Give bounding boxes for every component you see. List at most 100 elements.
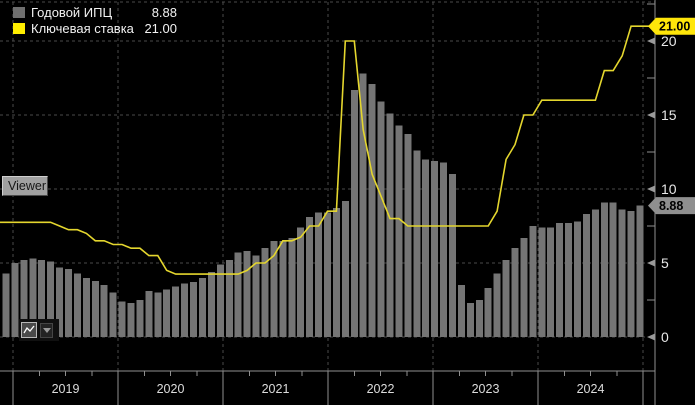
legend-item-key-rate[interactable]: Ключевая ставка 21.00 bbox=[13, 20, 177, 36]
cpi-bar bbox=[636, 205, 644, 337]
y-tick-arrow bbox=[647, 333, 655, 341]
cpi-bar bbox=[252, 255, 260, 337]
cpi-bar bbox=[404, 134, 412, 337]
cpi-bar bbox=[600, 202, 608, 337]
year-label: 2023 bbox=[472, 382, 500, 396]
cpi-bar bbox=[511, 248, 519, 337]
cpi-bar bbox=[413, 150, 421, 337]
cpi-series-swatch bbox=[13, 6, 25, 18]
cpi-bar bbox=[591, 209, 599, 337]
year-label: 2022 bbox=[367, 382, 395, 396]
year-label: 2019 bbox=[52, 382, 80, 396]
cpi-bar bbox=[65, 268, 73, 337]
cpi-bar bbox=[306, 217, 314, 337]
cpi-bar bbox=[475, 300, 483, 337]
y-tick-arrow bbox=[647, 259, 655, 267]
cpi-bar bbox=[181, 283, 189, 337]
cpi-bar bbox=[243, 251, 251, 337]
cpi-bar bbox=[359, 73, 367, 337]
cpi-bar-series bbox=[2, 73, 644, 338]
cpi-bar bbox=[73, 273, 81, 337]
cpi-bar bbox=[207, 271, 215, 337]
cpi-bar bbox=[56, 267, 64, 337]
cpi-bar bbox=[190, 282, 198, 337]
cpi-bar bbox=[172, 286, 180, 337]
cpi-bar bbox=[529, 226, 537, 337]
cpi-bar bbox=[29, 258, 37, 337]
cpi-bar bbox=[145, 291, 153, 337]
y-tick-arrow bbox=[647, 37, 655, 45]
chart-tools-panel bbox=[19, 319, 59, 341]
cpi-bar bbox=[279, 240, 287, 337]
cpi-bar bbox=[136, 300, 144, 337]
cpi-bar bbox=[377, 101, 385, 338]
key-rate-series-value: 21.00 bbox=[144, 20, 177, 36]
key-rate-series-swatch bbox=[13, 22, 25, 34]
cpi-bar bbox=[440, 162, 448, 337]
x-axis-labels: 2019 2020 2021 2022 2023 2024 bbox=[52, 382, 605, 396]
cpi-series-label: Годовой ИПЦ bbox=[31, 4, 113, 20]
y-axis-labels: 0 5 10 15 20 bbox=[647, 33, 677, 345]
cpi-bar bbox=[368, 83, 376, 337]
line-chart-icon bbox=[23, 325, 35, 334]
year-label: 2020 bbox=[157, 382, 185, 396]
rate-value-badge: 21.00 bbox=[648, 17, 695, 35]
cpi-bar bbox=[198, 277, 206, 337]
cpi-bar bbox=[547, 227, 555, 337]
cpi-bar bbox=[609, 202, 617, 337]
cpi-bar bbox=[323, 212, 331, 337]
cpi-bar bbox=[297, 227, 305, 337]
cpi-bar bbox=[38, 260, 46, 337]
cpi-value-badge: 8.88 bbox=[648, 197, 695, 215]
cpi-bar bbox=[82, 277, 90, 337]
key-rate-series-label: Ключевая ставка bbox=[31, 20, 134, 36]
chart-type-button[interactable] bbox=[21, 322, 37, 338]
cpi-bar bbox=[234, 252, 242, 337]
cpi-bar bbox=[466, 302, 474, 337]
cpi-bar bbox=[332, 208, 340, 337]
cpi-bar bbox=[350, 89, 358, 337]
year-label: 2024 bbox=[577, 382, 605, 396]
cpi-bar bbox=[163, 289, 171, 337]
cpi-bar bbox=[618, 209, 626, 337]
cpi-bar bbox=[47, 261, 55, 337]
cpi-bar bbox=[520, 237, 528, 337]
cpi-bar bbox=[341, 200, 349, 337]
cpi-bar bbox=[422, 159, 430, 337]
cpi-bar bbox=[100, 285, 108, 337]
y-tick-label: 5 bbox=[661, 255, 669, 271]
y-tick-arrow bbox=[647, 185, 655, 193]
chart-type-dropdown-button[interactable] bbox=[40, 322, 53, 338]
cpi-bar bbox=[565, 223, 573, 337]
chart-legend: Годовой ИПЦ 8.88 Ключевая ставка 21.00 bbox=[13, 4, 177, 36]
cpi-bar bbox=[574, 221, 582, 337]
cpi-bar bbox=[484, 288, 492, 337]
cpi-bar bbox=[154, 292, 162, 337]
viewer-tab[interactable]: Viewer bbox=[2, 176, 48, 196]
cpi-bar bbox=[627, 211, 635, 337]
cpi-bar bbox=[20, 260, 28, 337]
cpi-bar bbox=[315, 212, 323, 337]
y-tick-label: 0 bbox=[661, 329, 669, 345]
cpi-bar bbox=[11, 263, 19, 337]
y-tick-arrow bbox=[647, 111, 655, 119]
y-tick-label: 20 bbox=[661, 33, 677, 49]
cpi-bar bbox=[386, 113, 394, 338]
cpi-bar bbox=[502, 260, 510, 337]
cpi-bar bbox=[216, 264, 224, 337]
cpi-bar bbox=[127, 302, 135, 337]
cpi-bar bbox=[91, 280, 99, 337]
cpi-bar bbox=[538, 227, 546, 337]
cpi-series-value: 8.88 bbox=[151, 4, 177, 20]
legend-item-cpi[interactable]: Годовой ИПЦ 8.88 bbox=[13, 4, 177, 20]
cpi-bar bbox=[109, 292, 117, 337]
year-label: 2021 bbox=[262, 382, 290, 396]
cpi-value-badge-text: 8.88 bbox=[659, 199, 683, 213]
key-rate-line bbox=[0, 25, 649, 275]
cpi-bar bbox=[582, 214, 590, 337]
cpi-bar bbox=[431, 160, 439, 337]
cpi-bar bbox=[118, 301, 126, 337]
cpi-bar bbox=[270, 240, 278, 337]
cpi-bar bbox=[2, 273, 10, 337]
